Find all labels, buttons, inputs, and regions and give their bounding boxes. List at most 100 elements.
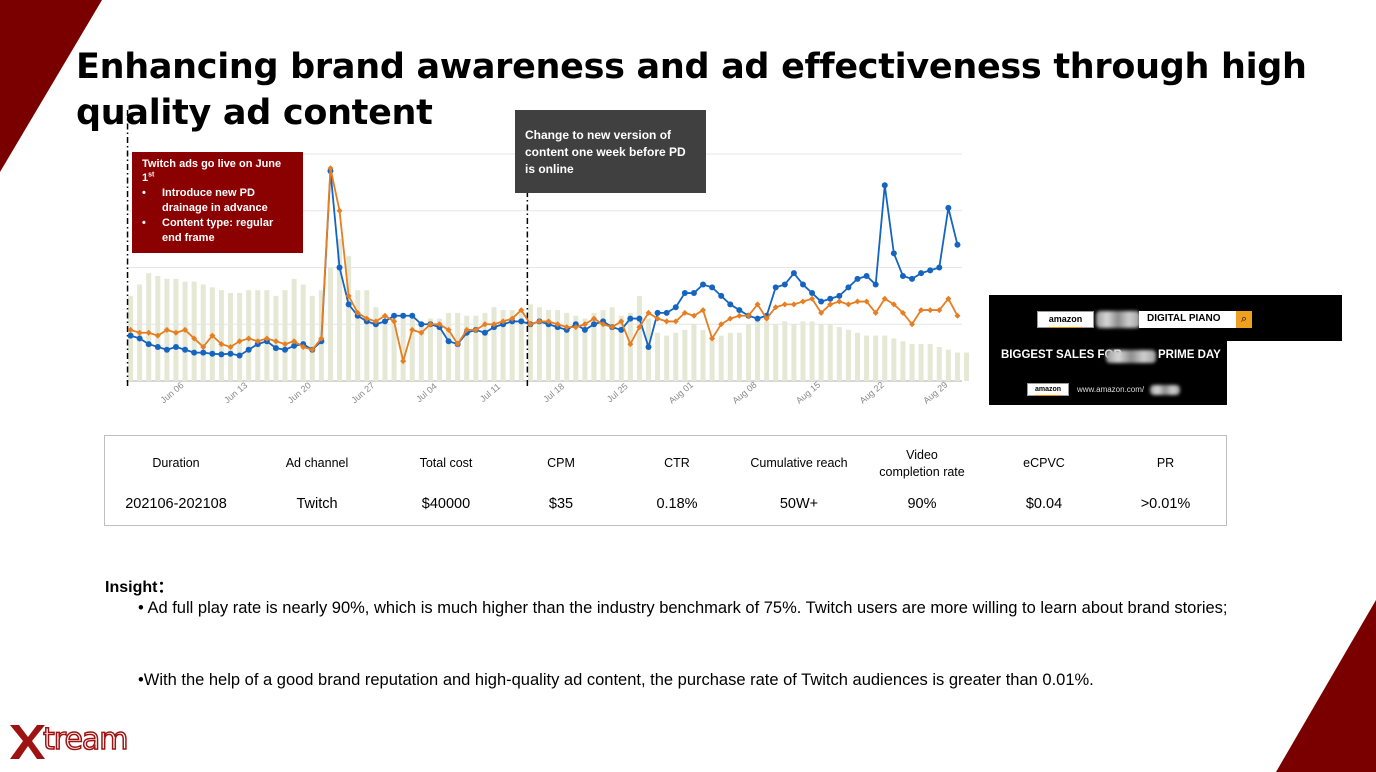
series-point	[890, 250, 897, 257]
x-tick-label: Jun 27	[349, 380, 376, 405]
callout-heading-text: Twitch ads go live on June 1	[142, 158, 282, 184]
series-point	[845, 301, 852, 308]
x-tick-label: Aug 29	[921, 380, 949, 406]
chart-bar	[945, 349, 951, 381]
x-tick-label: Jul 18	[541, 381, 566, 404]
series-point	[209, 350, 216, 357]
chart-bar	[564, 312, 570, 381]
series-point	[400, 358, 407, 365]
series-point	[681, 309, 688, 316]
callout-ads-live: Twitch ads go live on June 1st Introduce…	[132, 152, 303, 253]
series-point	[854, 275, 861, 282]
series-point	[227, 350, 234, 357]
series-point	[300, 343, 307, 350]
chart-bar	[546, 310, 552, 381]
series-point	[236, 352, 243, 359]
chart-bar	[155, 276, 161, 381]
series-line	[127, 165, 961, 365]
insight-label: Insight：	[105, 579, 174, 596]
series-point	[254, 338, 261, 345]
callout-bullet: Content type: regular end frame	[142, 216, 293, 246]
series-point	[545, 318, 552, 325]
stats-header-cell: CPM	[547, 456, 575, 470]
chart-bar	[364, 290, 370, 381]
chart-bar	[673, 332, 679, 381]
series-point	[809, 295, 816, 302]
page-title: Enhancing brand awareness and ad effecti…	[76, 47, 1307, 133]
chart-bar	[218, 290, 224, 381]
series-point	[409, 312, 416, 319]
series-point	[554, 321, 561, 328]
series-point	[409, 326, 416, 333]
series-point	[936, 307, 943, 314]
series-point	[790, 301, 797, 308]
chart-bar	[800, 321, 806, 381]
chart-bar	[655, 332, 661, 381]
chart-bar	[909, 344, 915, 381]
series-point	[400, 312, 407, 319]
series-point	[845, 284, 852, 291]
chart-bar	[482, 312, 488, 381]
chart-bar	[609, 307, 615, 381]
series-point	[218, 341, 225, 348]
series-point	[945, 295, 952, 302]
chart-bar	[809, 321, 815, 381]
series-point	[218, 351, 225, 358]
callout-bullet: Introduce new PD drainage in advance	[142, 186, 293, 216]
series-point	[618, 326, 625, 333]
ad-sales-text-left: BIGGEST SALES FOR	[1001, 349, 1122, 361]
series-point	[327, 165, 334, 172]
series-point	[754, 315, 761, 322]
chart-bar	[337, 239, 343, 381]
xtream-logo	[10, 725, 45, 759]
series-point	[436, 321, 443, 328]
series-point	[563, 324, 570, 331]
stats-value-cell: 0.18%	[656, 496, 698, 512]
series-point	[918, 307, 925, 314]
series-point	[282, 341, 289, 348]
series-point	[445, 338, 452, 345]
series-point	[899, 273, 906, 280]
series-point	[536, 318, 543, 325]
series-point	[818, 298, 825, 305]
chart-bar	[427, 318, 433, 381]
x-tick-label: Aug 01	[667, 380, 695, 406]
series-point	[645, 309, 652, 316]
x-tick-label: Jun 13	[222, 380, 249, 405]
series-point	[663, 309, 670, 316]
x-tick-label: Jul 25	[605, 381, 630, 404]
stats-header-row: Duration Ad channel Total cost CPM CTR C…	[105, 436, 1226, 491]
chart-bar	[282, 290, 288, 381]
chart-bar	[409, 318, 415, 381]
chart-bar	[500, 310, 506, 381]
insight-point: •With the help of a good brand reputatio…	[138, 671, 1094, 689]
series-point	[945, 204, 952, 211]
series-point	[690, 312, 697, 319]
chart-bar	[237, 293, 243, 381]
stats-header-cell: CTR	[664, 456, 690, 470]
search-icon: ⌕	[1236, 311, 1252, 328]
series-point	[881, 182, 888, 189]
series-point	[645, 343, 652, 350]
chart-bar	[291, 278, 297, 381]
series-point	[772, 284, 779, 291]
series-point	[191, 335, 198, 342]
series-point	[927, 267, 934, 274]
series-point	[127, 326, 134, 333]
series-point	[663, 318, 670, 325]
series-point	[781, 281, 788, 288]
series-point	[745, 312, 752, 319]
series-point	[627, 341, 634, 348]
stats-header-cell: eCPVC	[1023, 456, 1065, 470]
logo-text: tream	[42, 721, 129, 758]
ad-sales-text-right: PRIME DAY	[1158, 349, 1221, 361]
series-point	[136, 329, 143, 336]
series-point	[827, 295, 834, 302]
series-point	[463, 326, 470, 333]
stats-value-row: 202106-202108 Twitch $40000 $35 0.18% 50…	[105, 491, 1226, 525]
stats-header-cell: Total cost	[419, 456, 473, 470]
x-tick-label: Jun 06	[158, 380, 185, 405]
stats-header-cell: PR	[1156, 456, 1175, 470]
chart-bar	[827, 324, 833, 381]
series-point	[927, 307, 934, 314]
